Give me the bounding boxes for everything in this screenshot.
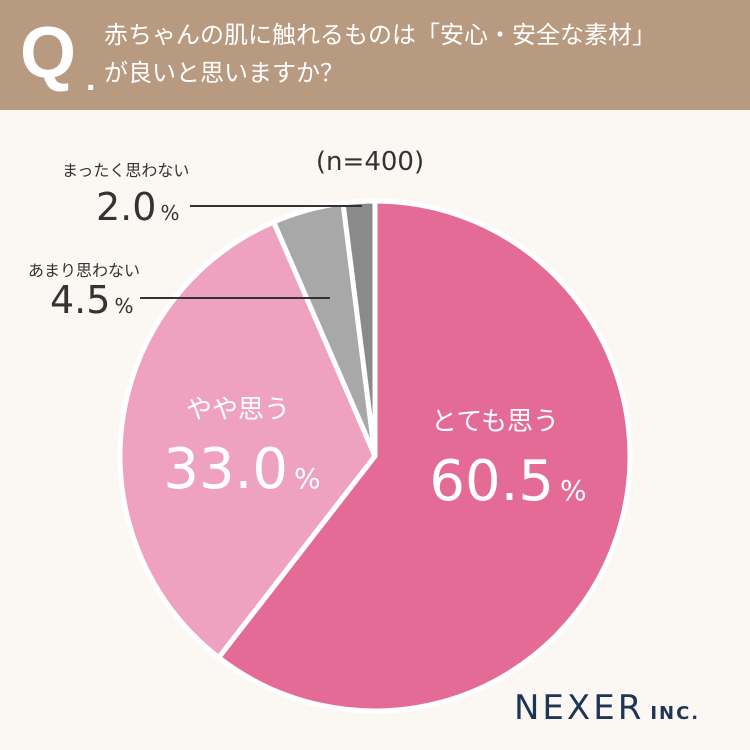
slice-label-strongly-disagree: まったく思わない <box>62 161 189 180</box>
pie-slices <box>117 198 633 714</box>
question-text-line2: が良いと思いますか？ <box>104 59 344 87</box>
pie-slice-strongly-agree <box>216 198 633 714</box>
slice-value-somewhat-disagree: 4.5% <box>50 278 133 322</box>
nexer-logo: NEXER INC. <box>514 688 700 728</box>
slice-value-somewhat-agree: 33.0% <box>163 437 320 502</box>
sample-size-label: (n=400) <box>316 147 424 177</box>
pie-slice-strongly-disagree <box>340 198 378 459</box>
slice-value-strongly-agree: 60.5% <box>429 449 586 514</box>
slice-label-somewhat-disagree: あまり思わない <box>28 261 140 280</box>
question-header <box>0 0 750 110</box>
logo-sub-text: INC. <box>650 703 701 724</box>
question-mark-q: Q <box>20 13 77 93</box>
logo-main-text: NEXER <box>514 688 645 728</box>
question-text-line1: 赤ちゃんの肌に触れるものは「安心・安全な素材」 <box>104 21 656 49</box>
slice-label-strongly-agree: とても思う <box>431 407 559 437</box>
question-mark-dot: . <box>86 60 96 98</box>
slice-value-strongly-disagree: 2.0% <box>96 185 179 229</box>
slice-label-somewhat-agree: やや思う <box>186 395 290 425</box>
pie-slice-somewhat-agree <box>117 219 378 660</box>
